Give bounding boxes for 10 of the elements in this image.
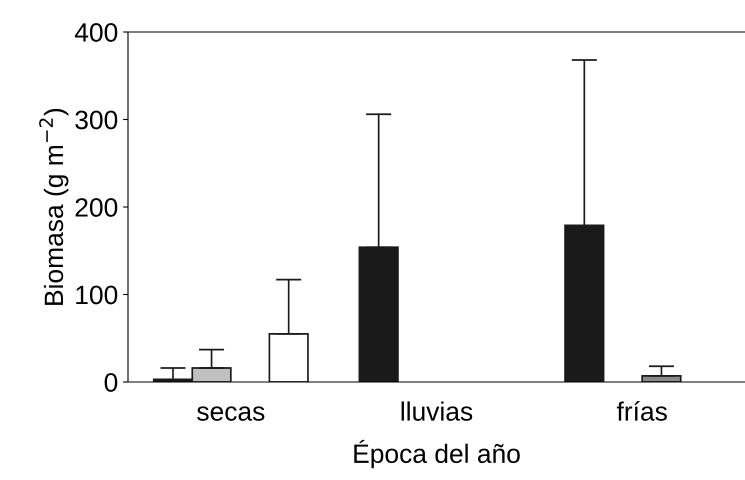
x-tick-label: lluvias <box>402 401 472 421</box>
x-axis-title: Época del año <box>354 440 520 468</box>
y-tick-label: 300 <box>75 110 118 130</box>
y-tick-label: 400 <box>74 23 118 42</box>
y-tick-label: 200 <box>76 198 118 217</box>
x-tick-label: secas <box>197 406 264 421</box>
x-tick-label: frías <box>616 401 667 421</box>
y-tick-label: 0 <box>104 373 118 392</box>
y-axis-title: Biomasa (g m$^{−2}$) <box>39 108 68 305</box>
y-tick-label: 100 <box>76 286 118 304</box>
